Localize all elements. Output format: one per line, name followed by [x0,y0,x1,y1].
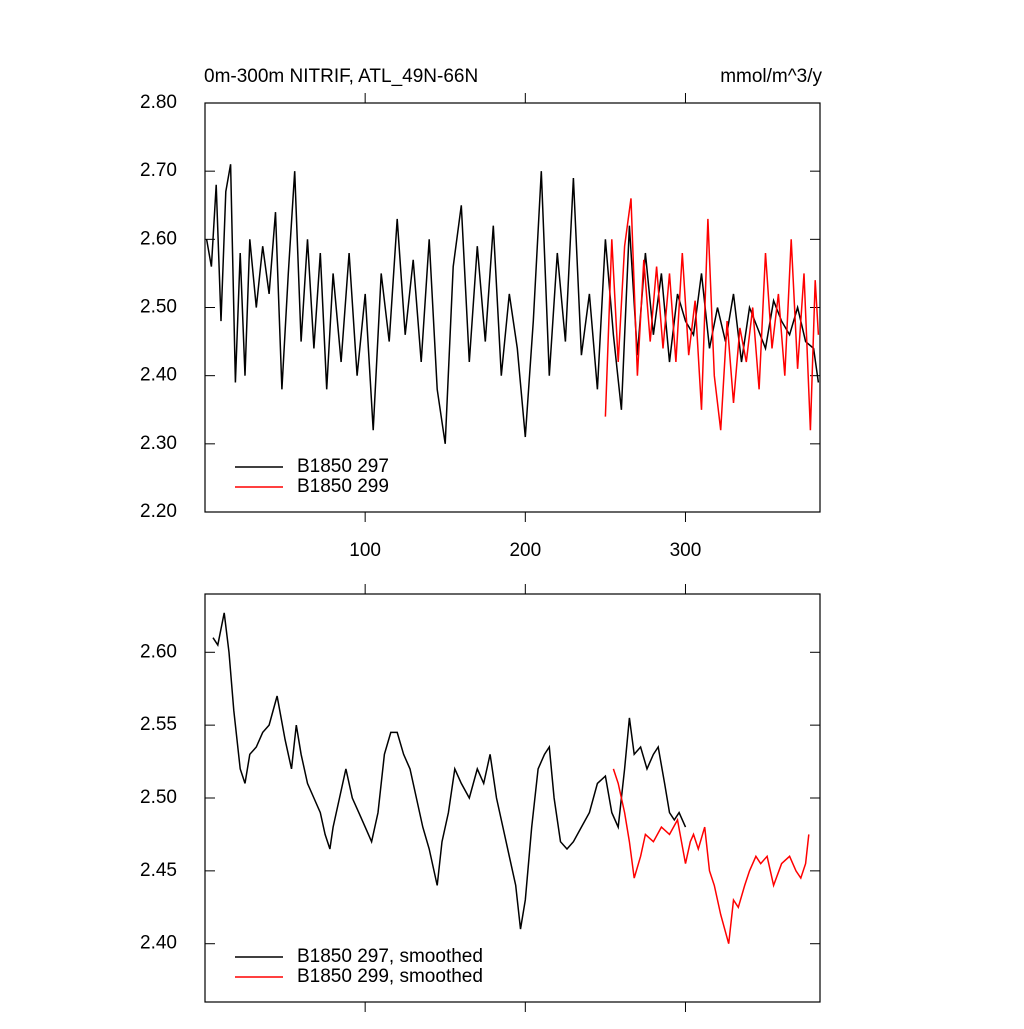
y-tick-label: 2.40 [140,933,177,954]
y-tick-label: 2.80 [140,92,177,113]
plot-frame [204,102,821,513]
legend-label: B1850 299 [297,476,389,497]
y-tick-label: 2.40 [140,365,177,386]
y-tick-label: 2.70 [140,160,177,181]
data-line [212,612,687,930]
y-tick-label: 2.20 [140,501,177,522]
y-tick-label: 2.50 [140,787,177,808]
x-tick-label: 100 [349,540,381,561]
y-tick-label: 2.60 [140,228,177,249]
legend-label: B1850 297, smoothed [297,946,483,967]
y-tick-label: 2.60 [140,641,177,662]
x-tick-label: 300 [670,540,702,561]
legend-label: B1850 299, smoothed [297,966,483,987]
y-tick-label: 2.50 [140,297,177,318]
y-tick-label: 2.55 [140,714,177,735]
data-line [205,164,820,444]
x-tick-label: 200 [509,540,541,561]
y-tick-label: 2.30 [140,433,177,454]
units-label: mmol/m^3/y [720,66,822,87]
chart-title: 0m-300m NITRIF, ATL_49N-66N [204,66,478,87]
data-line [604,198,820,431]
y-tick-label: 2.45 [140,860,177,881]
data-line [612,768,810,944]
legend-label: B1850 297 [297,456,389,477]
